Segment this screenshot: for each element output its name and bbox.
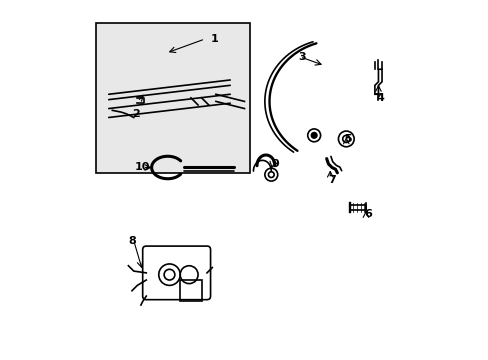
Text: 10: 10 <box>135 162 150 172</box>
Text: 4: 4 <box>376 93 384 103</box>
Circle shape <box>311 132 316 138</box>
Text: 1: 1 <box>210 34 218 44</box>
Text: 9: 9 <box>270 159 278 169</box>
Text: 2: 2 <box>131 109 139 119</box>
Text: 3: 3 <box>297 52 305 62</box>
Text: 6: 6 <box>363 209 371 219</box>
Text: 7: 7 <box>327 175 335 185</box>
Bar <box>180 280 201 301</box>
Text: 5: 5 <box>344 134 351 144</box>
Text: 8: 8 <box>128 236 136 246</box>
Bar <box>96 23 249 173</box>
